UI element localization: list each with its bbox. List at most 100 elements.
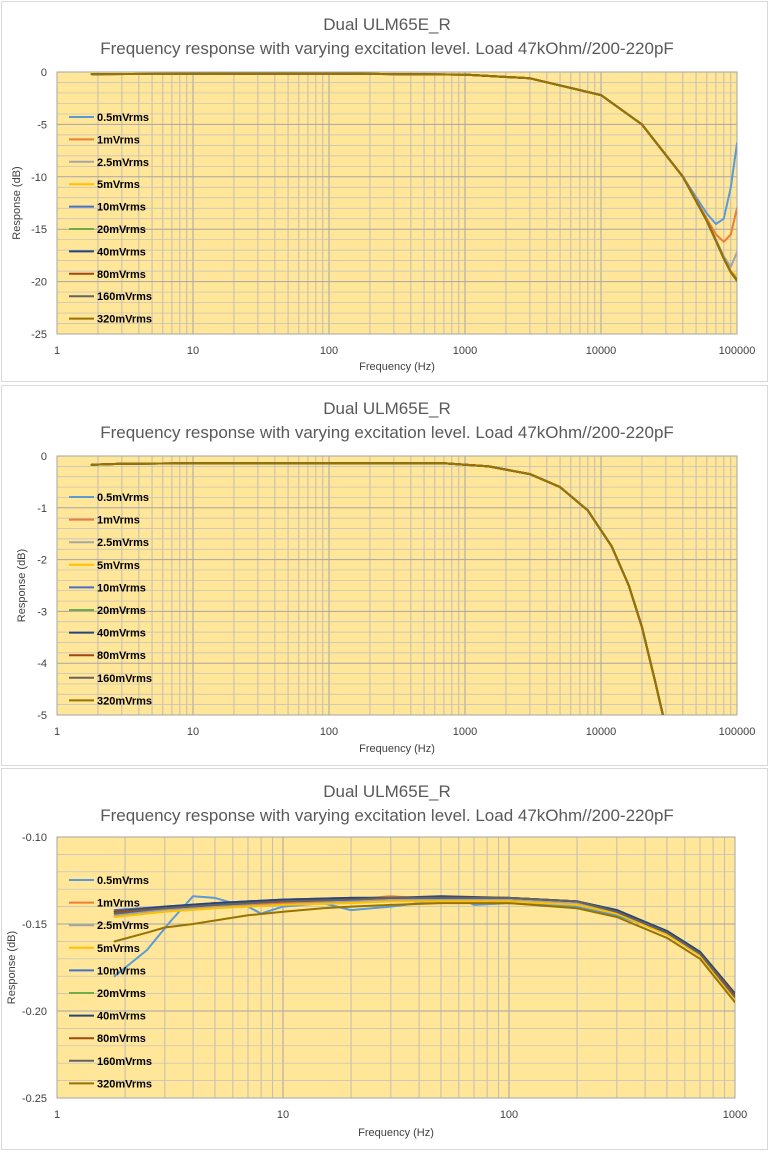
y-axis-title: Response (dB) — [16, 549, 28, 622]
series-line-0.5mVrms — [113, 895, 735, 999]
legend-label: 320mVrms — [97, 1078, 152, 1090]
series-group — [90, 72, 737, 282]
legend-label: 320mVrms — [97, 695, 152, 707]
y-tick-label: -5 — [37, 119, 47, 131]
x-axis-title: Frequency (Hz) — [359, 361, 435, 373]
x-tick-label: 10000 — [586, 345, 617, 357]
series-group — [90, 462, 664, 715]
x-tick-label: 100000 — [719, 345, 756, 357]
series-line-160mVrms — [113, 896, 735, 999]
legend-label: 10mVrms — [97, 965, 146, 977]
series-line-320mVrms — [90, 462, 664, 715]
series-line-5mVrms — [113, 900, 735, 1000]
x-tick-label: 10 — [277, 1109, 289, 1121]
legend: 0.5mVrms 1mVrms 2.5mVrms 5mVrms 10mVrms 20mVr… — [69, 492, 152, 707]
chart-panel-2: Dual ULM65E_R Frequency response with var… — [1, 385, 768, 766]
x-tick-label: 100 — [500, 1109, 518, 1121]
x-tick-label: 100 — [320, 726, 338, 738]
x-axis-title: Frequency (Hz) — [359, 743, 435, 755]
legend-label: 80mVrms — [97, 650, 146, 662]
legend-label: 1mVrms — [97, 898, 140, 910]
y-axis-title: Response (dB) — [11, 166, 23, 239]
legend-label: 2.5mVrms — [97, 920, 149, 932]
x-tick-label: 100000 — [719, 726, 756, 738]
legend-label: 160mVrms — [97, 1056, 152, 1068]
x-axis-title: Frequency (Hz) — [358, 1127, 434, 1139]
x-tick-label: 1000 — [453, 345, 477, 357]
legend-label: 0.5mVrms — [97, 492, 149, 504]
x-tick-label: 1000 — [723, 1109, 747, 1121]
chart-title: Dual ULM65E_R — [323, 782, 451, 801]
x-tick-label: 100 — [320, 345, 338, 357]
legend-label: 20mVrms — [97, 988, 146, 1000]
plot-border — [56, 455, 738, 716]
x-tick-label: 1 — [54, 345, 60, 357]
legend-label: 2.5mVrms — [97, 157, 149, 169]
y-tick-label: -5 — [37, 710, 47, 722]
grid — [56, 455, 738, 716]
x-tick-label: 1000 — [453, 726, 477, 738]
series-line-320mVrms — [113, 902, 735, 1004]
chart-subtitle: Frequency response with varying excitati… — [100, 423, 674, 442]
series-line-320mVrms — [90, 72, 737, 282]
x-tick-label: 1 — [54, 726, 60, 738]
chart-title: Dual ULM65E_R — [323, 399, 451, 418]
plot-area — [57, 456, 737, 715]
y-tick-label: -10 — [31, 172, 47, 184]
legend-label: 160mVrms — [97, 291, 152, 303]
chart-subtitle: Frequency response with varying excitati… — [100, 806, 674, 825]
chart-title: Dual ULM65E_R — [323, 15, 451, 34]
chart-1-svg: Dual ULM65E_R Frequency response with var… — [11, 15, 756, 373]
legend-label: 320mVrms — [97, 314, 152, 326]
legend: 0.5mVrms 1mVrms 2.5mVrms 5mVrms 10mVrms 20mVr… — [69, 112, 152, 326]
plot-area — [57, 837, 735, 1098]
legend-label: 10mVrms — [97, 202, 146, 214]
y-tick-label: -1 — [37, 503, 47, 515]
y-tick-label: -4 — [37, 658, 47, 670]
chart-3-svg: Dual ULM65E_R Frequency response with var… — [6, 782, 747, 1139]
legend-label: 20mVrms — [97, 605, 146, 617]
chart-subtitle: Frequency response with varying excitati… — [100, 39, 674, 58]
y-tick-label: -20 — [31, 277, 47, 289]
legend-label: 0.5mVrms — [97, 875, 149, 887]
series-group — [113, 895, 735, 1004]
chart-2-svg: Dual ULM65E_R Frequency response with var… — [16, 399, 756, 755]
y-tick-label: 0 — [41, 451, 47, 463]
chart-panel-3: Dual ULM65E_R Frequency response with var… — [1, 768, 768, 1150]
legend-label: 2.5mVrms — [97, 537, 149, 549]
x-tick-label: 10 — [187, 345, 199, 357]
y-tick-label: -15 — [31, 224, 47, 236]
legend-label: 1mVrms — [97, 515, 140, 527]
x-tick-label: 1 — [54, 1109, 60, 1121]
y-tick-label: 0 — [41, 67, 47, 79]
plot-border — [56, 836, 736, 1099]
legend-label: 40mVrms — [97, 246, 146, 258]
plot-border — [56, 71, 738, 335]
legend-label: 5mVrms — [97, 560, 140, 572]
y-tick-label: -2 — [37, 555, 47, 567]
series-line-40mVrms — [113, 895, 735, 995]
y-tick-label: -0.15 — [22, 919, 47, 931]
x-tick-label: 10 — [187, 726, 199, 738]
y-tick-label: -0.20 — [22, 1006, 47, 1018]
legend-label: 1mVrms — [97, 134, 140, 146]
y-tick-label: -25 — [31, 329, 47, 341]
plot-area — [57, 72, 737, 334]
legend-label: 5mVrms — [97, 179, 140, 191]
legend: 0.5mVrms 1mVrms 2.5mVrms 5mVrms 10mVrms 20mVr… — [69, 875, 152, 1090]
legend-label: 5mVrms — [97, 943, 140, 955]
legend-label: 0.5mVrms — [97, 112, 149, 124]
chart-panel-1: Dual ULM65E_R Frequency response with var… — [1, 1, 768, 382]
x-tick-label: 10000 — [586, 726, 617, 738]
y-tick-label: -0.10 — [22, 832, 47, 844]
legend-label: 80mVrms — [97, 1033, 146, 1045]
y-tick-label: -0.25 — [22, 1093, 47, 1105]
legend-label: 80mVrms — [97, 269, 146, 281]
legend-label: 40mVrms — [97, 1011, 146, 1023]
legend-label: 20mVrms — [97, 224, 146, 236]
legend-label: 160mVrms — [97, 673, 152, 685]
y-axis-title: Response (dB) — [6, 931, 18, 1004]
y-tick-label: -3 — [37, 606, 47, 618]
legend-label: 40mVrms — [97, 628, 146, 640]
legend-label: 10mVrms — [97, 582, 146, 594]
